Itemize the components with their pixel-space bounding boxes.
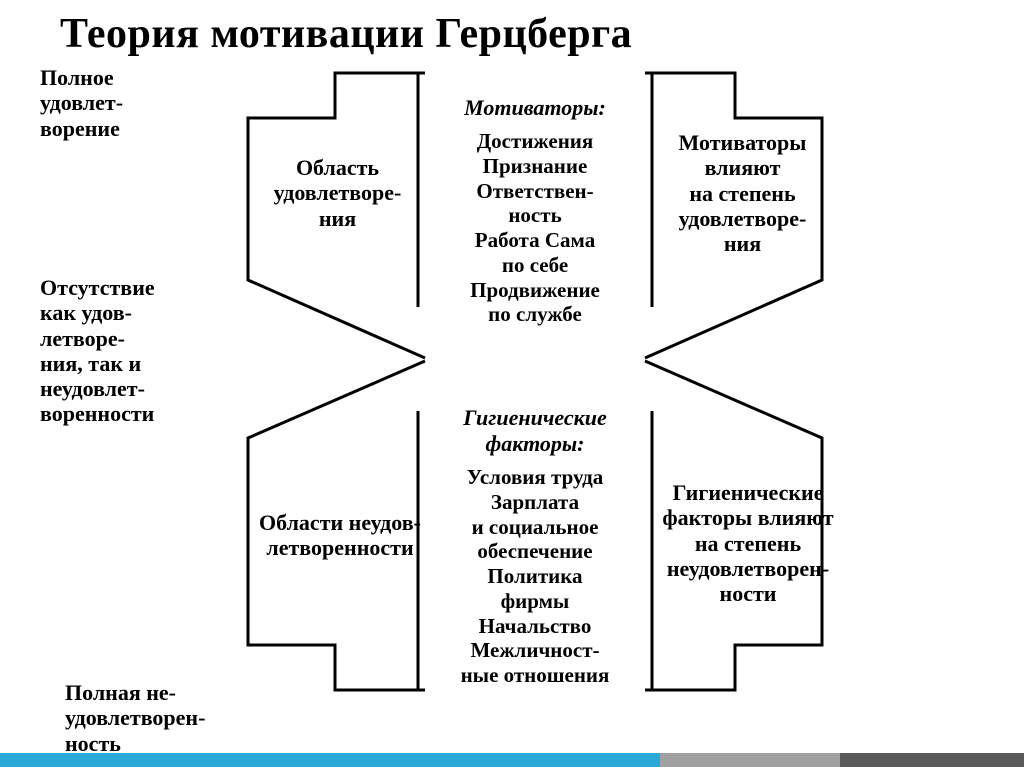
- label-motivators-effect: Мотиваторывлияютна степеньудовлетворе-ни…: [650, 130, 835, 256]
- label-dissatisfaction-area: Области неудов-летворенности: [250, 510, 430, 561]
- motivators-body: ДостиженияПризнаниеОтветствен-ностьРабот…: [415, 129, 655, 327]
- page-title: Теория мотивации Герцберга: [60, 10, 632, 58]
- hygiene-header: Гигиеническиефакторы:: [415, 405, 655, 457]
- hygiene-body: Условия трудаЗарплатаи социальноеобеспеч…: [415, 465, 655, 688]
- label-full-satisfaction: Полноеудовлет-ворение: [40, 65, 200, 141]
- label-absence: Отсутствиекак удов-летворе-ния, так инеу…: [40, 275, 230, 427]
- hygiene-block: Гигиеническиефакторы: Условия трудаЗарпл…: [415, 405, 655, 688]
- motivators-block: Мотиваторы: ДостиженияПризнаниеОтветстве…: [415, 95, 655, 327]
- footer-bar: [0, 753, 1024, 767]
- motivators-header: Мотиваторы:: [415, 95, 655, 121]
- label-hygiene-effect: Гигиеническиефакторы влияютна степеньнеу…: [648, 480, 848, 606]
- label-satisfaction-area: Областьудовлетворе-ния: [250, 155, 425, 231]
